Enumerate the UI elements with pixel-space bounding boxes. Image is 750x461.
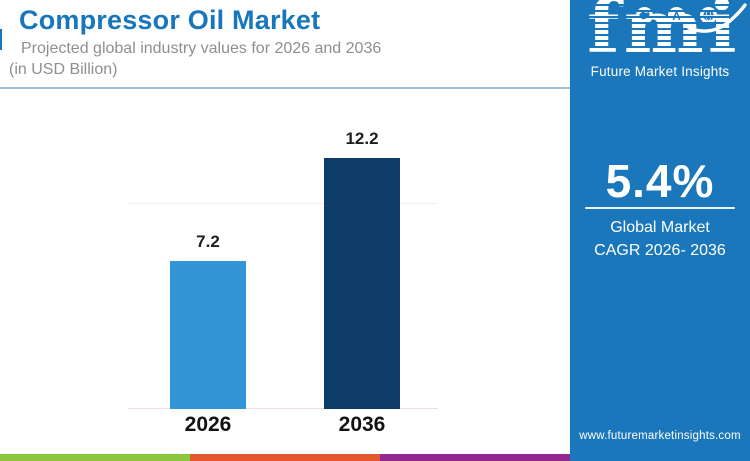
- x-axis-label-2036: 2036: [338, 413, 386, 436]
- cagr-label: Global Market CAGR 2026- 2036: [570, 216, 750, 262]
- x-axis-label-2026: 2026: [184, 413, 232, 436]
- website-url: www.futuremarketinsights.com: [579, 430, 741, 442]
- gridline-10: [129, 203, 438, 204]
- bar-2036: [324, 158, 400, 409]
- fmi-logo: fmi: [570, 0, 750, 90]
- footer-stripe-orange: [190, 454, 380, 461]
- page-subtitle-line1: Projected global industry values for 202…: [21, 40, 382, 57]
- bar-value-label: 12.2: [345, 129, 379, 148]
- bar-value-label: 7.2: [196, 232, 220, 251]
- logo-icon-row: [636, 7, 717, 24]
- header-divider: [0, 87, 570, 89]
- cagr-label-line2: CAGR 2026- 2036: [594, 242, 726, 260]
- bar-column-2036: 12.2: [324, 129, 400, 409]
- logo-tagline: Future Market Insights: [590, 64, 730, 79]
- page-title: Compressor Oil Market: [19, 5, 321, 35]
- map-icon: [636, 7, 653, 24]
- page-subtitle-line2: (in USD Billion): [9, 61, 118, 78]
- cagr-divider: [585, 207, 735, 209]
- globe-icon: [700, 7, 717, 24]
- cagr-value: 5.4%: [605, 155, 715, 207]
- x-axis-line: [128, 408, 438, 409]
- footer-stripe-purple: [380, 454, 570, 461]
- bar-2026: [170, 261, 246, 409]
- compass-icon: [668, 7, 685, 24]
- footer-stripe-green: [0, 454, 190, 461]
- sidebar: fmi: [570, 0, 750, 461]
- cagr-label-line1: Global Market: [610, 219, 710, 236]
- bar-column-2026: 7.2: [170, 232, 246, 409]
- left-edge-accent: [0, 29, 2, 50]
